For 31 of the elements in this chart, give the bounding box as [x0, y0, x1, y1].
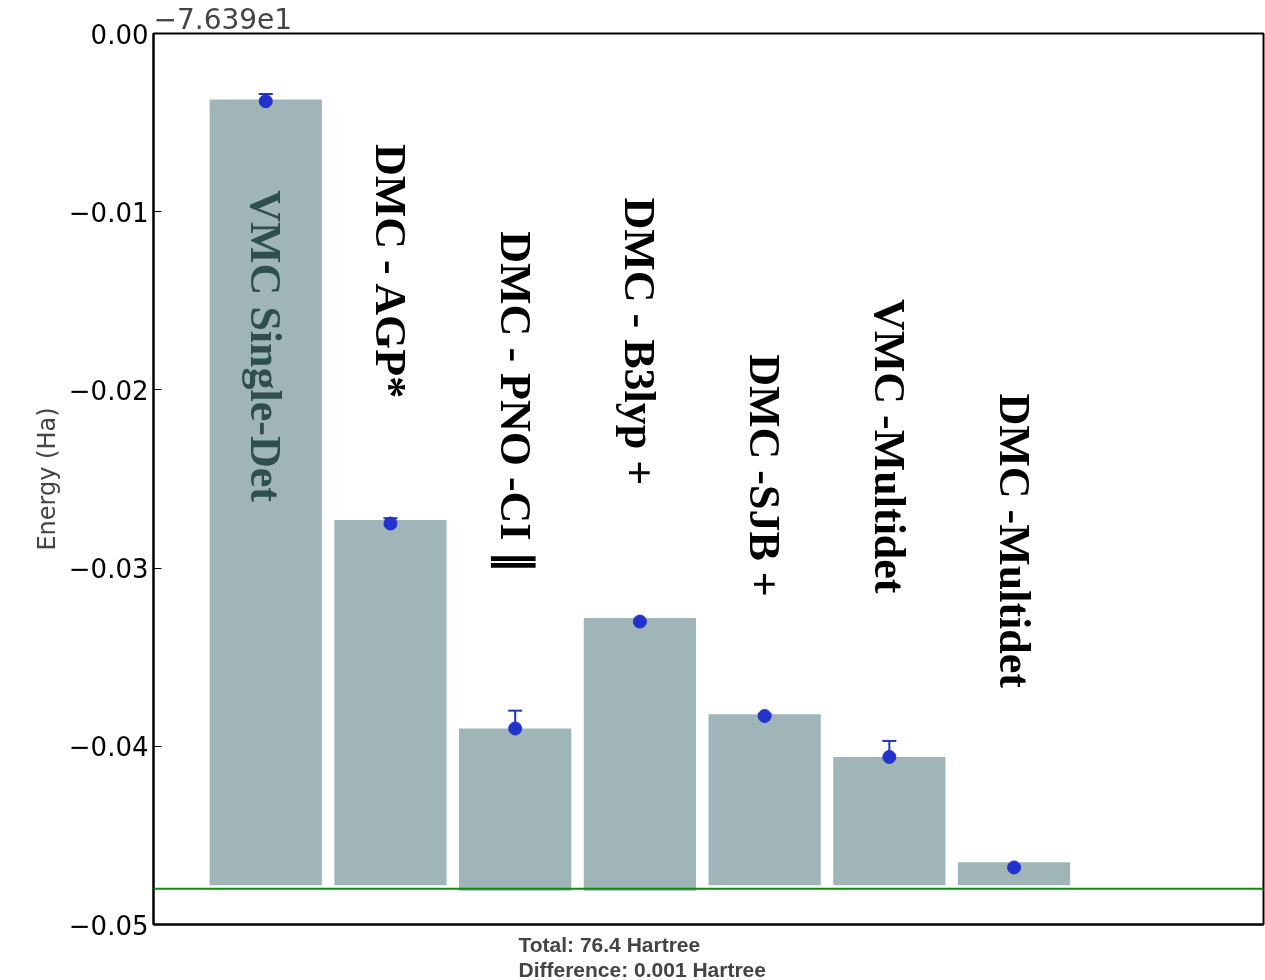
y-axis-title: Energy (Ha) [32, 407, 61, 551]
bar [833, 756, 946, 886]
bar [708, 714, 821, 886]
bar [459, 728, 572, 891]
y-tick-label: 0.00 [90, 19, 149, 50]
point [508, 721, 523, 736]
x-tick-label: DMC -SJB + [740, 354, 790, 597]
x-tick-label: VMC Single-Det [241, 190, 291, 503]
point [757, 709, 772, 723]
point [882, 750, 897, 764]
point [383, 516, 398, 531]
point [632, 614, 647, 629]
x-tick-label: DMC - B3lyp + [615, 197, 665, 486]
y-tick-label: −0.05 [68, 910, 149, 941]
y-tick-label: −0.04 [68, 732, 149, 763]
point [1007, 860, 1022, 875]
x-tick-label: DMC - PNO -CI ∥ [489, 231, 540, 574]
y-tick-label: −0.03 [68, 554, 149, 585]
x-tick-label: VMC -Multidet [864, 299, 914, 594]
bar [957, 862, 1071, 886]
bar [583, 618, 697, 891]
y-tick-label: −0.02 [68, 375, 149, 406]
y-tick-label: −0.01 [68, 197, 149, 228]
x-tick-label: DMC -Multidet [989, 393, 1039, 689]
point [258, 94, 273, 109]
text: Difference: 0.001 Hartree [518, 957, 766, 980]
x-tick-label: DMC - AGP* [365, 143, 415, 399]
bar [209, 99, 322, 886]
annotation: −7.639e1 [153, 2, 293, 36]
bar [334, 519, 447, 886]
text: Total: 76.4 Hartree [518, 932, 701, 956]
